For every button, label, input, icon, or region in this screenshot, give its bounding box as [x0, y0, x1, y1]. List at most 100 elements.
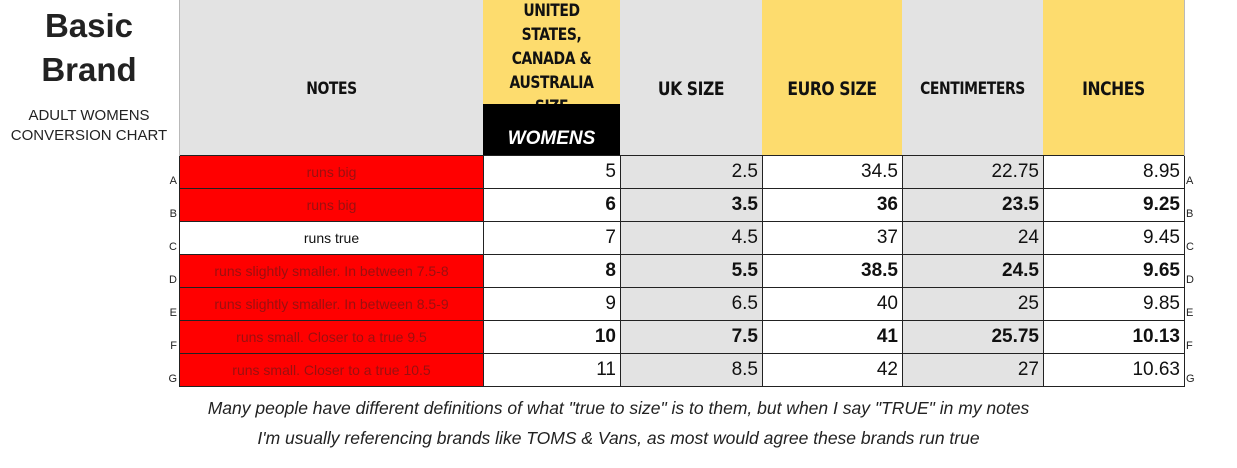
- euro-size-cell: 40: [762, 288, 902, 320]
- row-label-right: G: [1186, 373, 1195, 385]
- euro-size-cell: 37: [762, 222, 902, 254]
- euro-size-header: EURO SIZE: [787, 78, 877, 100]
- note-cell: runs slightly smaller. In between 7.5-8: [180, 255, 483, 287]
- row-label-left: E: [169, 307, 177, 319]
- uk-size-cell: 5.5: [620, 255, 762, 287]
- us-header-bg: [483, 0, 620, 104]
- inches-cell: 9.25: [1043, 189, 1184, 221]
- table-row: A runs big 5 2.5 34.5 22.75 8.95 A: [0, 156, 1237, 189]
- grid-top-border: [180, 155, 1184, 156]
- uk-header-bg: [620, 0, 762, 156]
- row-divider: [180, 353, 1184, 354]
- inches-cell: 9.85: [1043, 288, 1184, 320]
- grid-column-divider: [902, 156, 903, 387]
- us-size-cell: 7: [483, 222, 620, 254]
- us-size-cell: 5: [483, 156, 620, 188]
- brand-subtitle-line2: CONVERSION CHART: [10, 127, 168, 144]
- inches-cell: 10.63: [1043, 354, 1184, 386]
- centimeters-cell: 24: [902, 222, 1043, 254]
- us-size-cell: 10: [483, 321, 620, 353]
- euro-size-cell: 41: [762, 321, 902, 353]
- euro-header-bg: [762, 0, 902, 156]
- row-label-right: D: [1186, 274, 1194, 286]
- row-divider: [180, 287, 1184, 288]
- table-row: B runs big 6 3.5 36 23.5 9.25 B: [0, 189, 1237, 222]
- header-divider: [179, 0, 180, 156]
- inches-header-bg: [1043, 0, 1184, 156]
- grid-column-divider: [620, 156, 621, 387]
- uk-size-cell: 4.5: [620, 222, 762, 254]
- us-size-header: UNITED STATES, CANADA & AUSTRALIA SIZE: [495, 1, 607, 117]
- table-row: F runs small. Closer to a true 9.5 10 7.…: [0, 321, 1237, 354]
- row-label-left: C: [169, 241, 177, 253]
- grid-column-divider: [179, 156, 180, 387]
- uk-size-cell: 6.5: [620, 288, 762, 320]
- us-size-cell: 11: [483, 354, 620, 386]
- uk-size-cell: 3.5: [620, 189, 762, 221]
- centimeters-cell: 22.75: [902, 156, 1043, 188]
- euro-size-cell: 42: [762, 354, 902, 386]
- us-size-cell: 8: [483, 255, 620, 287]
- grid-column-divider: [762, 156, 763, 387]
- row-label-right: A: [1186, 175, 1194, 187]
- inches-header: INCHES: [1082, 78, 1145, 100]
- us-size-header-line1: UNITED STATES,: [521, 1, 582, 45]
- us-size-header-line2: CANADA &: [511, 49, 592, 69]
- notes-header-bg: [180, 0, 483, 156]
- table-row: E runs slightly smaller. In between 8.5-…: [0, 288, 1237, 321]
- row-divider: [180, 320, 1184, 321]
- inches-cell: 9.45: [1043, 222, 1184, 254]
- notes-header: NOTES: [306, 79, 357, 99]
- uk-size-cell: 7.5: [620, 321, 762, 353]
- row-divider: [180, 386, 1184, 387]
- inches-cell: 10.13: [1043, 321, 1184, 353]
- note-cell: runs big: [180, 156, 483, 188]
- centimeters-cell: 23.5: [902, 189, 1043, 221]
- inches-cell: 9.65: [1043, 255, 1184, 287]
- note-cell: runs true: [180, 222, 483, 254]
- row-label-left: F: [170, 340, 177, 352]
- brand-subtitle: ADULT WOMENS CONVERSION CHART: [0, 106, 178, 146]
- brand-title-line2: Brand: [41, 51, 137, 88]
- us-size-cell: 6: [483, 189, 620, 221]
- uk-size-cell: 8.5: [620, 354, 762, 386]
- centimeters-cell: 27: [902, 354, 1043, 386]
- row-label-left: G: [168, 373, 177, 385]
- euro-size-cell: 36: [762, 189, 902, 221]
- row-divider: [180, 221, 1184, 222]
- grid-column-divider: [1184, 156, 1185, 387]
- row-label-right: B: [1186, 208, 1194, 220]
- grid-column-divider: [1043, 156, 1044, 387]
- row-label-right: C: [1186, 241, 1194, 253]
- row-divider: [180, 254, 1184, 255]
- brand-title: Basic Brand: [0, 4, 178, 92]
- table-row: D runs slightly smaller. In between 7.5-…: [0, 255, 1237, 288]
- table-row: C runs true 7 4.5 37 24 9.45 C: [0, 222, 1237, 255]
- grid-column-divider: [483, 156, 484, 387]
- brand-subtitle-line1: ADULT WOMENS: [28, 107, 150, 124]
- table-row: G runs small. Closer to a true 10.5 11 8…: [0, 354, 1237, 387]
- row-label-right: E: [1186, 307, 1194, 319]
- row-label-right: F: [1186, 340, 1193, 352]
- footnote-line1: Many people have different definitions o…: [207, 398, 1030, 418]
- centimeters-cell: 25: [902, 288, 1043, 320]
- centimeters-cell: 25.75: [902, 321, 1043, 353]
- uk-size-header: UK SIZE: [657, 78, 725, 100]
- centimeters-header: CENTIMETERS: [920, 79, 1025, 99]
- footnote-line2: I'm usually referencing brands like TOMS…: [257, 428, 980, 448]
- row-label-left: B: [169, 208, 177, 220]
- note-cell: runs small. Closer to a true 9.5: [180, 321, 483, 353]
- note-cell: runs slightly smaller. In between 8.5-9: [180, 288, 483, 320]
- note-cell: runs big: [180, 189, 483, 221]
- inches-cell: 8.95: [1043, 156, 1184, 188]
- row-label-left: A: [169, 175, 177, 187]
- row-label-left: D: [169, 274, 177, 286]
- centimeters-cell: 24.5: [902, 255, 1043, 287]
- euro-size-cell: 34.5: [762, 156, 902, 188]
- row-divider: [180, 188, 1184, 189]
- note-cell: runs small. Closer to a true 10.5: [180, 354, 483, 386]
- euro-size-cell: 38.5: [762, 255, 902, 287]
- cm-header-bg: [902, 0, 1043, 156]
- womens-label: WOMENS: [483, 104, 620, 156]
- uk-size-cell: 2.5: [620, 156, 762, 188]
